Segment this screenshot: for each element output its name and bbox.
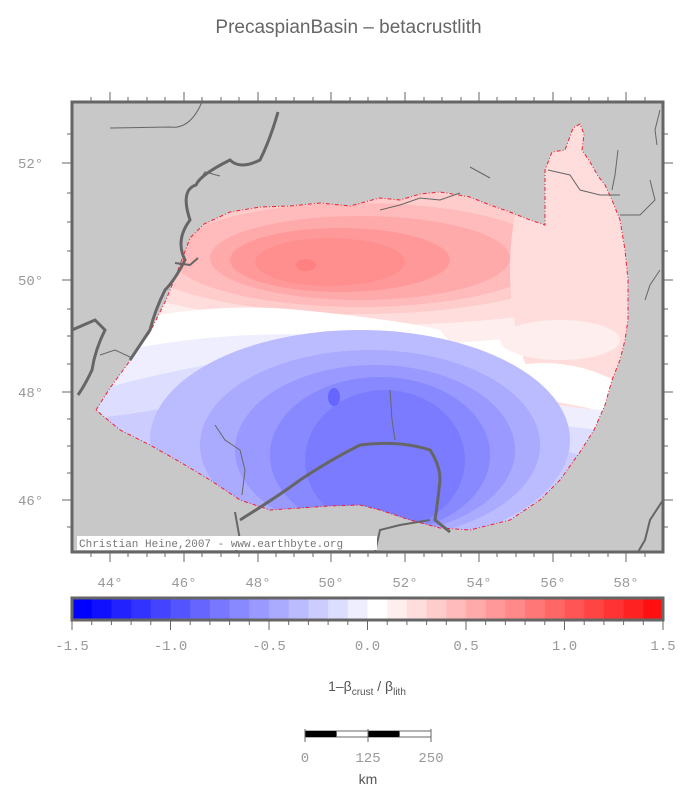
lon-label-48: 48° — [245, 576, 270, 592]
colorbar-label-neg1.5: -1.5 — [55, 639, 89, 655]
colorbar-title-sub1: crust — [352, 687, 374, 698]
lon-label-54: 54° — [466, 576, 491, 592]
lon-label-46: 46° — [171, 576, 196, 592]
scale-unit: km — [359, 771, 378, 787]
colorbar-swatch — [485, 598, 506, 620]
colorbar-title-sub2: lith — [393, 687, 406, 698]
lon-label-44: 44° — [97, 576, 122, 592]
colorbar-swatch — [466, 598, 487, 620]
lon-label-52: 52° — [392, 576, 417, 592]
colorbar-swatch — [308, 598, 329, 620]
colorbar-swatch — [643, 598, 664, 620]
colorbar-swatch — [190, 598, 211, 620]
lat-label-52: 52° — [18, 157, 43, 173]
colorbar-swatch — [131, 598, 152, 620]
colorbar-swatch — [367, 598, 388, 620]
lat-label-46: 46° — [18, 494, 43, 510]
colorbar-swatch — [91, 598, 112, 620]
colorbar-title: 1–βcrust / βlith — [328, 678, 406, 698]
colorbar-swatch — [72, 598, 93, 620]
colorbar — [72, 598, 664, 620]
colorbar-label-neg1.0: -1.0 — [154, 639, 188, 655]
colorbar-title-prefix: 1–β — [328, 678, 352, 694]
colorbar-swatch — [328, 598, 349, 620]
colorbar-swatch — [505, 598, 526, 620]
lat-label-50: 50° — [18, 274, 43, 290]
colorbar-swatch — [170, 598, 191, 620]
colorbar-swatch — [288, 598, 309, 620]
colorbar-swatch — [229, 598, 250, 620]
map-title: PrecaspianBasin – betacrustlith — [215, 17, 482, 38]
colorbar-swatch — [426, 598, 447, 620]
lat-ticks — [62, 133, 673, 528]
scale-label-0: 0 — [301, 751, 309, 767]
lon-label-56: 56° — [540, 576, 565, 592]
scale-label-250: 250 — [418, 751, 443, 767]
lon-ticks — [90, 92, 646, 562]
credit-text: Christian Heine,2007 - www.earthbyte.org — [79, 539, 343, 551]
colorbar-title-mid: / β — [373, 678, 393, 694]
colorbar-swatch — [269, 598, 290, 620]
colorbar-swatch — [446, 598, 467, 620]
colorbar-swatch — [209, 598, 231, 620]
colorbar-label-1.5: 1.5 — [650, 639, 675, 655]
coastlines — [71, 101, 664, 553]
colorbar-ticks — [71, 620, 664, 630]
scale-bar — [304, 729, 432, 742]
colorbar-label-1.0: 1.0 — [552, 639, 577, 655]
colorbar-label-0.0: 0.0 — [355, 639, 380, 655]
colorbar-label-0.5: 0.5 — [453, 639, 478, 655]
colorbar-swatch — [150, 598, 171, 620]
colorbar-swatch — [584, 598, 605, 620]
scale-label-125: 125 — [355, 751, 380, 767]
colorbar-swatch — [603, 598, 625, 620]
colorbar-swatch — [387, 598, 408, 620]
colorbar-swatch — [623, 598, 644, 620]
colorbar-swatch — [347, 598, 368, 620]
lat-label-48: 48° — [18, 386, 43, 402]
lon-label-58: 58° — [613, 576, 638, 592]
lon-label-50: 50° — [318, 576, 343, 592]
colorbar-swatch — [406, 598, 428, 620]
colorbar-swatch — [111, 598, 132, 620]
colorbar-swatch — [249, 598, 270, 620]
credit-box — [77, 536, 377, 550]
colorbar-swatch — [564, 598, 585, 620]
colorbar-label-neg0.5: -0.5 — [252, 639, 286, 655]
colorbar-swatch — [525, 598, 546, 620]
colorbar-swatch — [544, 598, 565, 620]
